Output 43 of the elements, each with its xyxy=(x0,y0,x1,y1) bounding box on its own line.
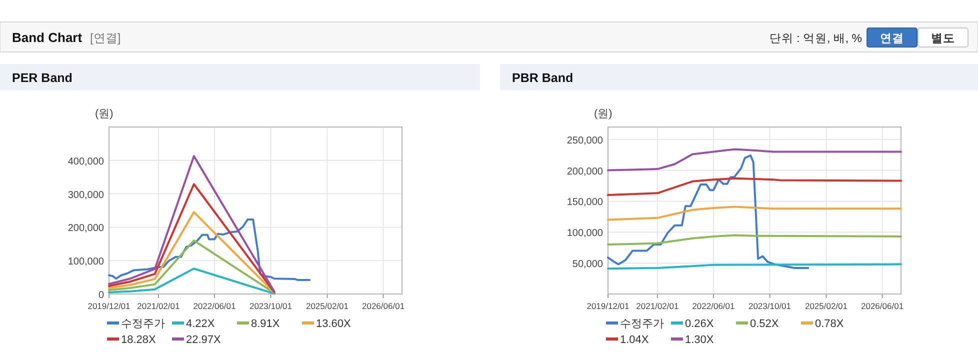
text: 단위 : 억원, 배, % xyxy=(769,33,862,45)
x-tick-label: 2019/12/01 xyxy=(586,301,630,311)
text: 별도 xyxy=(931,32,955,45)
text: [연결] xyxy=(90,31,121,45)
x-tick-label: 2022/06/01 xyxy=(692,301,736,311)
chart-title: PBR Band xyxy=(512,71,574,85)
x-tick-label: 2023/10/01 xyxy=(249,301,292,311)
x-tick-label: 2025/02/01 xyxy=(306,301,349,311)
x-tick-label: 2021/02/01 xyxy=(137,301,180,311)
x-tick-label: 2019/12/01 xyxy=(88,301,131,311)
y-tick-label: 250,000 xyxy=(566,135,604,146)
chart-title: PER Band xyxy=(12,71,72,85)
y-tick-label: 300,000 xyxy=(68,190,104,201)
y-tick-label: 0 xyxy=(98,290,104,301)
x-tick-label: 2025/02/01 xyxy=(804,301,848,311)
x-tick-label: 2026/06/01 xyxy=(362,301,405,311)
legend-label: 0.52X xyxy=(750,318,780,330)
y-tick-label: 200,000 xyxy=(68,223,104,234)
legend-label: 18.28X xyxy=(121,334,157,346)
y-tick-label: 200,000 xyxy=(566,166,604,178)
y-axis-title: (원) xyxy=(95,108,114,120)
y-tick-label: 100,000 xyxy=(566,228,604,240)
text: Band Chart xyxy=(12,30,83,45)
legend-label: 22.97X xyxy=(186,334,222,346)
y-tick-label: 400,000 xyxy=(68,156,104,168)
x-tick-label: 2026/06/01 xyxy=(861,301,904,311)
y-tick-label: 100,000 xyxy=(68,256,104,268)
legend-label: 0.78X xyxy=(815,318,844,330)
legend-label: 8.91X xyxy=(251,318,280,330)
legend-label: 1.30X xyxy=(685,334,714,346)
legend-label: 수정주가 xyxy=(620,318,664,330)
y-axis-title: (원) xyxy=(594,108,612,120)
x-tick-label: 2022/06/01 xyxy=(193,301,236,311)
x-tick-label: 2023/10/01 xyxy=(748,301,792,311)
legend-label: 13.60X xyxy=(316,318,352,330)
legend-label: 0.26X xyxy=(685,318,714,330)
y-tick-label: 150,000 xyxy=(566,197,604,208)
y-tick-label: 50,000 xyxy=(572,259,604,270)
x-tick-label: 2021/02/01 xyxy=(636,301,679,311)
legend-label: 수정주가 xyxy=(121,318,165,330)
text: 연결 xyxy=(880,32,904,45)
legend-label: 4.22X xyxy=(186,318,216,330)
legend-label: 1.04X xyxy=(620,334,650,346)
